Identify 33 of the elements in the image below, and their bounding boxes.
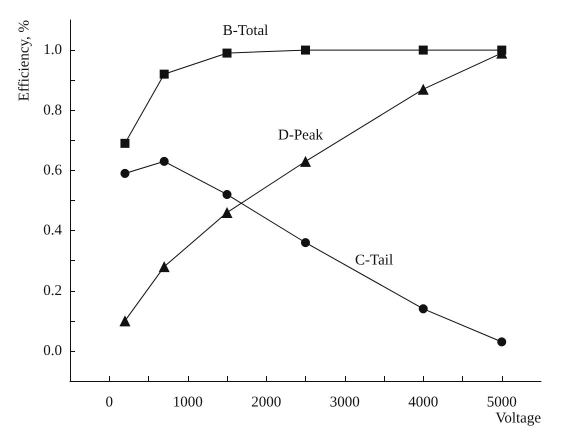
point — [418, 304, 428, 314]
series-label: D-Peak — [278, 127, 324, 144]
y-tick-label: 0.0 — [43, 342, 62, 359]
y-tick-label: 0.8 — [43, 102, 62, 118]
point — [497, 337, 506, 346]
point — [300, 156, 311, 167]
point — [222, 207, 232, 218]
y-tick-label: 0.6 — [43, 162, 62, 178]
point — [418, 84, 429, 95]
point — [301, 238, 310, 248]
x-axis-title: Voltage — [495, 410, 542, 426]
point — [301, 46, 310, 55]
x-tick-label: 3000 — [330, 394, 360, 410]
point — [120, 138, 130, 148]
x-tick-label: 0 — [106, 394, 113, 410]
point — [160, 70, 169, 79]
y-tick-label: 1.0 — [43, 42, 62, 58]
point — [418, 46, 428, 55]
point — [222, 190, 232, 199]
series-label: C-Tail — [355, 252, 394, 269]
x-tick-label: 5000 — [486, 394, 517, 410]
x-tick-label: 4000 — [408, 394, 438, 410]
point — [222, 48, 232, 58]
point — [120, 168, 130, 178]
y-tick-label: 0.4 — [43, 222, 62, 239]
y-axis-title: Efficiency, % — [16, 20, 32, 102]
x-tick-label: 1000 — [172, 394, 203, 410]
point — [119, 315, 130, 326]
y-tick-label: 0.2 — [43, 282, 62, 299]
x-tick-label: 2000 — [251, 394, 282, 410]
series-label: B-Total — [222, 23, 268, 40]
point — [160, 156, 169, 166]
point — [158, 261, 170, 272]
